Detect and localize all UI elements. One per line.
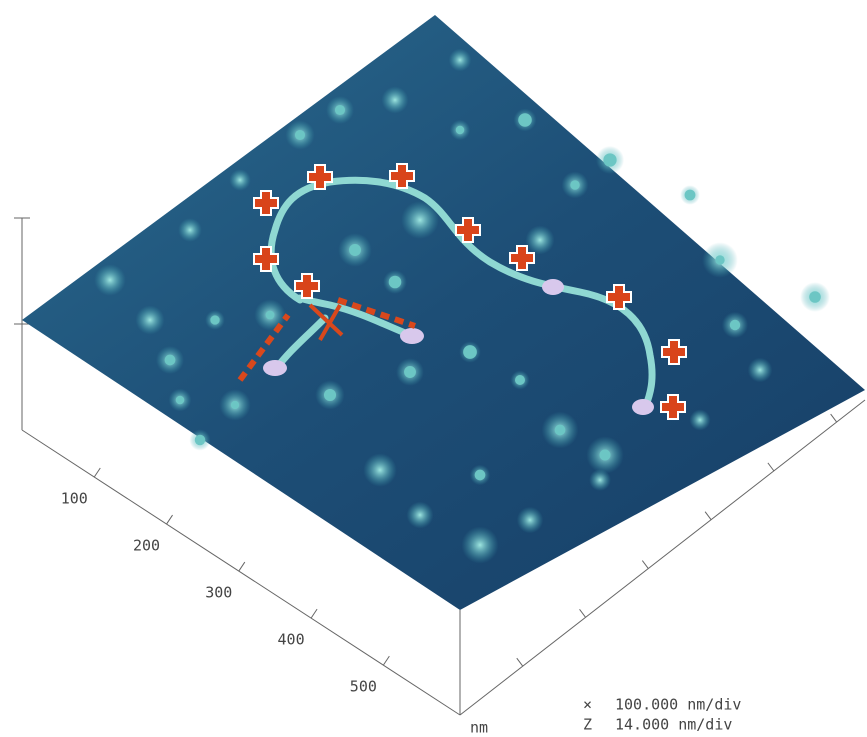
particle <box>589 469 611 491</box>
particle-core <box>165 355 176 366</box>
x-tick-label: 200 <box>133 537 160 555</box>
particle-core <box>730 320 740 330</box>
particle <box>407 502 434 529</box>
particle-core <box>335 105 345 115</box>
particle-core <box>463 345 477 359</box>
x-tick-label: 300 <box>205 584 232 602</box>
y-tick <box>580 609 586 617</box>
particle-core <box>389 276 402 289</box>
particle-core <box>600 450 611 461</box>
particle <box>135 305 164 334</box>
particle-core <box>555 425 566 436</box>
particle-core <box>324 389 336 401</box>
particle <box>689 409 710 430</box>
particle-core <box>715 255 724 264</box>
particle-core <box>349 244 361 256</box>
particle-core <box>266 311 275 320</box>
y-tick <box>517 658 523 666</box>
particle-core <box>231 401 239 409</box>
x-tick <box>311 609 317 618</box>
scale-value: 100.000 nm/div <box>615 696 741 714</box>
scale-value: 14.000 nm/div <box>615 716 732 734</box>
particle-core <box>404 366 416 378</box>
particle <box>526 226 555 255</box>
x-tick-label: 500 <box>350 678 377 696</box>
particle <box>517 507 543 533</box>
particle-core <box>176 396 185 405</box>
y-tick <box>705 512 711 520</box>
y-tick <box>768 463 774 471</box>
afm-figure: 100 200 300 400 500 nm × 100.000 nm/div Z 14… <box>0 0 867 737</box>
particle <box>363 453 396 486</box>
x-tick-label: 400 <box>278 631 305 649</box>
particle-core <box>475 470 486 481</box>
y-tick <box>831 414 837 422</box>
y-tick <box>642 561 648 569</box>
particle-core <box>210 315 219 324</box>
particle <box>748 358 773 383</box>
particle <box>461 526 498 563</box>
particle <box>382 87 409 114</box>
particle-core <box>456 126 464 134</box>
x-tick <box>239 562 245 571</box>
particle <box>449 49 472 72</box>
particle-core <box>809 291 821 303</box>
particle-core <box>195 435 205 445</box>
x-tick <box>94 468 100 477</box>
particle <box>178 218 202 242</box>
particle-core <box>685 190 696 201</box>
particle-core <box>515 375 525 385</box>
x-tick <box>167 515 173 524</box>
x-tick <box>383 656 389 665</box>
particle-core <box>518 113 532 127</box>
page: 100 200 300 400 500 nm × 100.000 nm/div Z 14… <box>0 0 867 737</box>
particle <box>94 264 125 295</box>
particle-core <box>570 180 579 189</box>
particle-core <box>603 153 616 166</box>
particle <box>229 169 250 190</box>
particle-core <box>295 130 305 140</box>
scale-symbol: × <box>583 696 592 714</box>
x-tick-label: 100 <box>61 490 88 508</box>
unit-label: nm <box>470 719 488 737</box>
scale-symbol: Z <box>583 716 592 734</box>
